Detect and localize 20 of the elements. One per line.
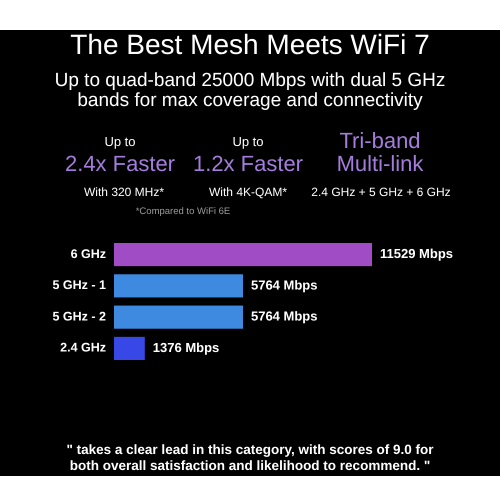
chart-title: The Best Mesh Meets WiFi 7 <box>70 29 430 60</box>
data-label: 5764 Mbps <box>250 308 318 324</box>
text: *Compared to WiFi 6E <box>136 206 230 217</box>
text: 2.4x Faster <box>64 151 176 176</box>
text: Tri-band Multi-link <box>336 128 424 176</box>
data-label: 11529 Mbps <box>380 246 453 262</box>
text: With 320 MHz* <box>84 185 164 199</box>
text: 2.4 GHz + 5 GHz + 6 GHz <box>311 185 451 199</box>
chart-subtitle: Up to quad-band 25000 Mbps with dual 5 GHz bands for max coverage and connectivity <box>54 70 446 111</box>
y-tick-label: 5 GHz - 1 <box>52 278 106 292</box>
y-tick-label: 5 GHz - 2 <box>52 309 106 324</box>
text: Up to <box>232 134 264 149</box>
text: " takes a clear lead in this category, with scores of 9.0 for both overall satisfaction and likelihood to recommend. " <box>66 442 434 473</box>
data-label: 5764 Mbps <box>250 277 318 292</box>
text: Up to <box>104 134 136 149</box>
data-label: 1376 Mbps <box>152 340 220 355</box>
text: With 4K-QAM* <box>208 185 288 199</box>
text: 1.2x Faster <box>192 151 304 176</box>
y-tick-label: 6 GHz <box>70 246 106 261</box>
y-tick-label: 2.4 GHz <box>60 340 106 355</box>
